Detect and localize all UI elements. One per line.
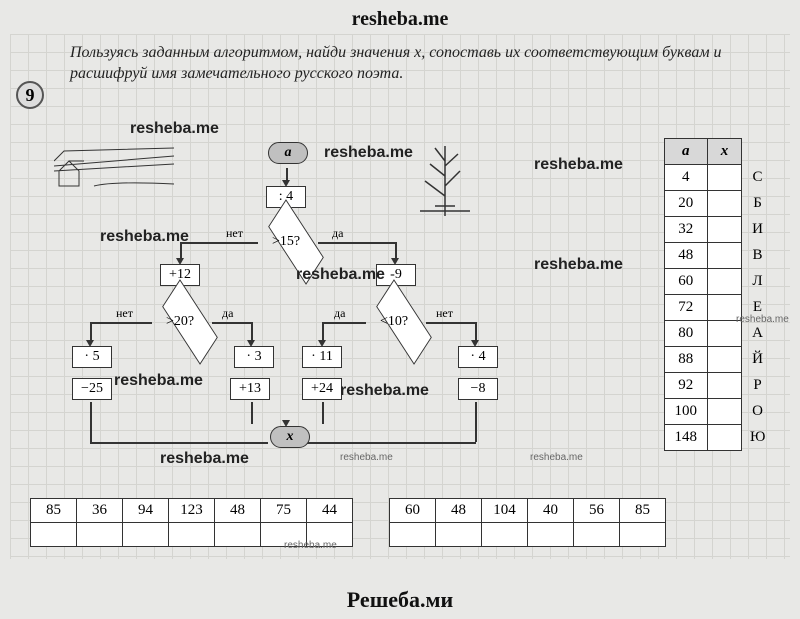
flowchart: a : 4 >15? нет да +12 -9 >20? нет да <10… — [50, 130, 530, 490]
cell-x — [708, 243, 742, 269]
watermark: resheba.me — [296, 266, 385, 284]
lbl-yes2: да — [222, 306, 233, 321]
cell-x — [708, 269, 742, 295]
fc-r4: −8 — [458, 378, 498, 400]
cell-letter: С — [742, 165, 776, 191]
lbl-yes1: да — [332, 226, 343, 241]
fc-r3: · 4 — [458, 346, 498, 368]
watermark: resheba.me — [530, 452, 583, 463]
ans-cell: 75 — [261, 499, 307, 523]
cell-x — [708, 217, 742, 243]
watermark: resheba.me — [340, 382, 429, 400]
th-a: a — [664, 139, 708, 165]
ans-cell: 44 — [307, 499, 353, 523]
cell-letter: Р — [742, 373, 776, 399]
ans-cell: 94 — [123, 499, 169, 523]
lbl-yes3: да — [334, 306, 345, 321]
cell-x — [708, 347, 742, 373]
cell-x — [708, 399, 742, 425]
fc-l2: −25 — [72, 378, 112, 400]
ans-cell — [31, 523, 77, 547]
fc-cond1: >15? — [256, 234, 316, 250]
cell-a: 100 — [664, 399, 708, 425]
cell-a: 4 — [664, 165, 708, 191]
cell-a: 72 — [664, 295, 708, 321]
ans-cell: 56 — [574, 499, 620, 523]
fc-l1: · 5 — [72, 346, 112, 368]
cell-a: 32 — [664, 217, 708, 243]
cell-x — [708, 191, 742, 217]
cell-a: 48 — [664, 243, 708, 269]
ans-cell — [390, 523, 436, 547]
ans-cell — [482, 523, 528, 547]
ans-cell — [528, 523, 574, 547]
ans-cell: 123 — [169, 499, 215, 523]
watermark: resheba.me — [736, 314, 789, 325]
ans-cell — [215, 523, 261, 547]
ans-cell — [436, 523, 482, 547]
cell-letter: Л — [742, 269, 776, 295]
fc-r1: · 11 — [302, 346, 342, 368]
cell-x — [708, 165, 742, 191]
problem-number: 9 — [16, 81, 44, 109]
fc-end: x — [270, 426, 310, 448]
answer-table-2: 6048104405685 — [389, 498, 666, 547]
fc-l4: +13 — [230, 378, 270, 400]
watermark: resheba.me — [160, 450, 249, 468]
ans-cell: 60 — [390, 499, 436, 523]
ans-cell — [169, 523, 215, 547]
ans-cell: 40 — [528, 499, 574, 523]
watermark: resheba.me — [114, 372, 203, 390]
watermark: resheba.me — [324, 144, 413, 162]
fc-cond3: <10? — [364, 314, 424, 330]
cell-letter: В — [742, 243, 776, 269]
cell-a: 88 — [664, 347, 708, 373]
cell-letter: Б — [742, 191, 776, 217]
ans-cell — [77, 523, 123, 547]
cell-letter: О — [742, 399, 776, 425]
ans-cell: 36 — [77, 499, 123, 523]
cell-letter: И — [742, 217, 776, 243]
lbl-no2: нет — [116, 306, 133, 321]
cell-a: 60 — [664, 269, 708, 295]
watermark: resheba.me — [534, 256, 623, 274]
ans-cell: 85 — [620, 499, 666, 523]
fc-r2: +24 — [302, 378, 342, 400]
watermark: resheba.me — [130, 120, 219, 138]
fc-start: a — [268, 142, 308, 164]
cell-a: 80 — [664, 321, 708, 347]
watermark: resheba.me — [534, 156, 623, 174]
ans-cell — [123, 523, 169, 547]
cell-letter: Й — [742, 347, 776, 373]
page-footer: Решеба.ми — [0, 587, 800, 613]
fc-cond2: >20? — [150, 314, 210, 330]
cell-x — [708, 373, 742, 399]
problem-text: Пользуясь заданным алгоритмом, найди зна… — [70, 43, 780, 85]
ans-cell: 48 — [215, 499, 261, 523]
lbl-no1: нет — [226, 226, 243, 241]
cell-x — [708, 425, 742, 451]
cell-a: 148 — [664, 425, 708, 451]
fc-l3: · 3 — [234, 346, 274, 368]
ans-cell: 48 — [436, 499, 482, 523]
th-x: x — [708, 139, 742, 165]
watermark: resheba.me — [100, 228, 189, 246]
watermark: resheba.me — [340, 452, 393, 463]
cell-letter: Ю — [742, 425, 776, 451]
ans-cell: 104 — [482, 499, 528, 523]
lbl-no3: нет — [436, 306, 453, 321]
cell-a: 92 — [664, 373, 708, 399]
ans-cell — [574, 523, 620, 547]
value-table: ax 4С20Б32И48В60Л72Е80А88Й92Р100О148Ю — [664, 138, 777, 451]
watermark: resheba.me — [284, 540, 337, 551]
cell-a: 20 — [664, 191, 708, 217]
ans-cell: 85 — [31, 499, 77, 523]
ans-cell — [620, 523, 666, 547]
